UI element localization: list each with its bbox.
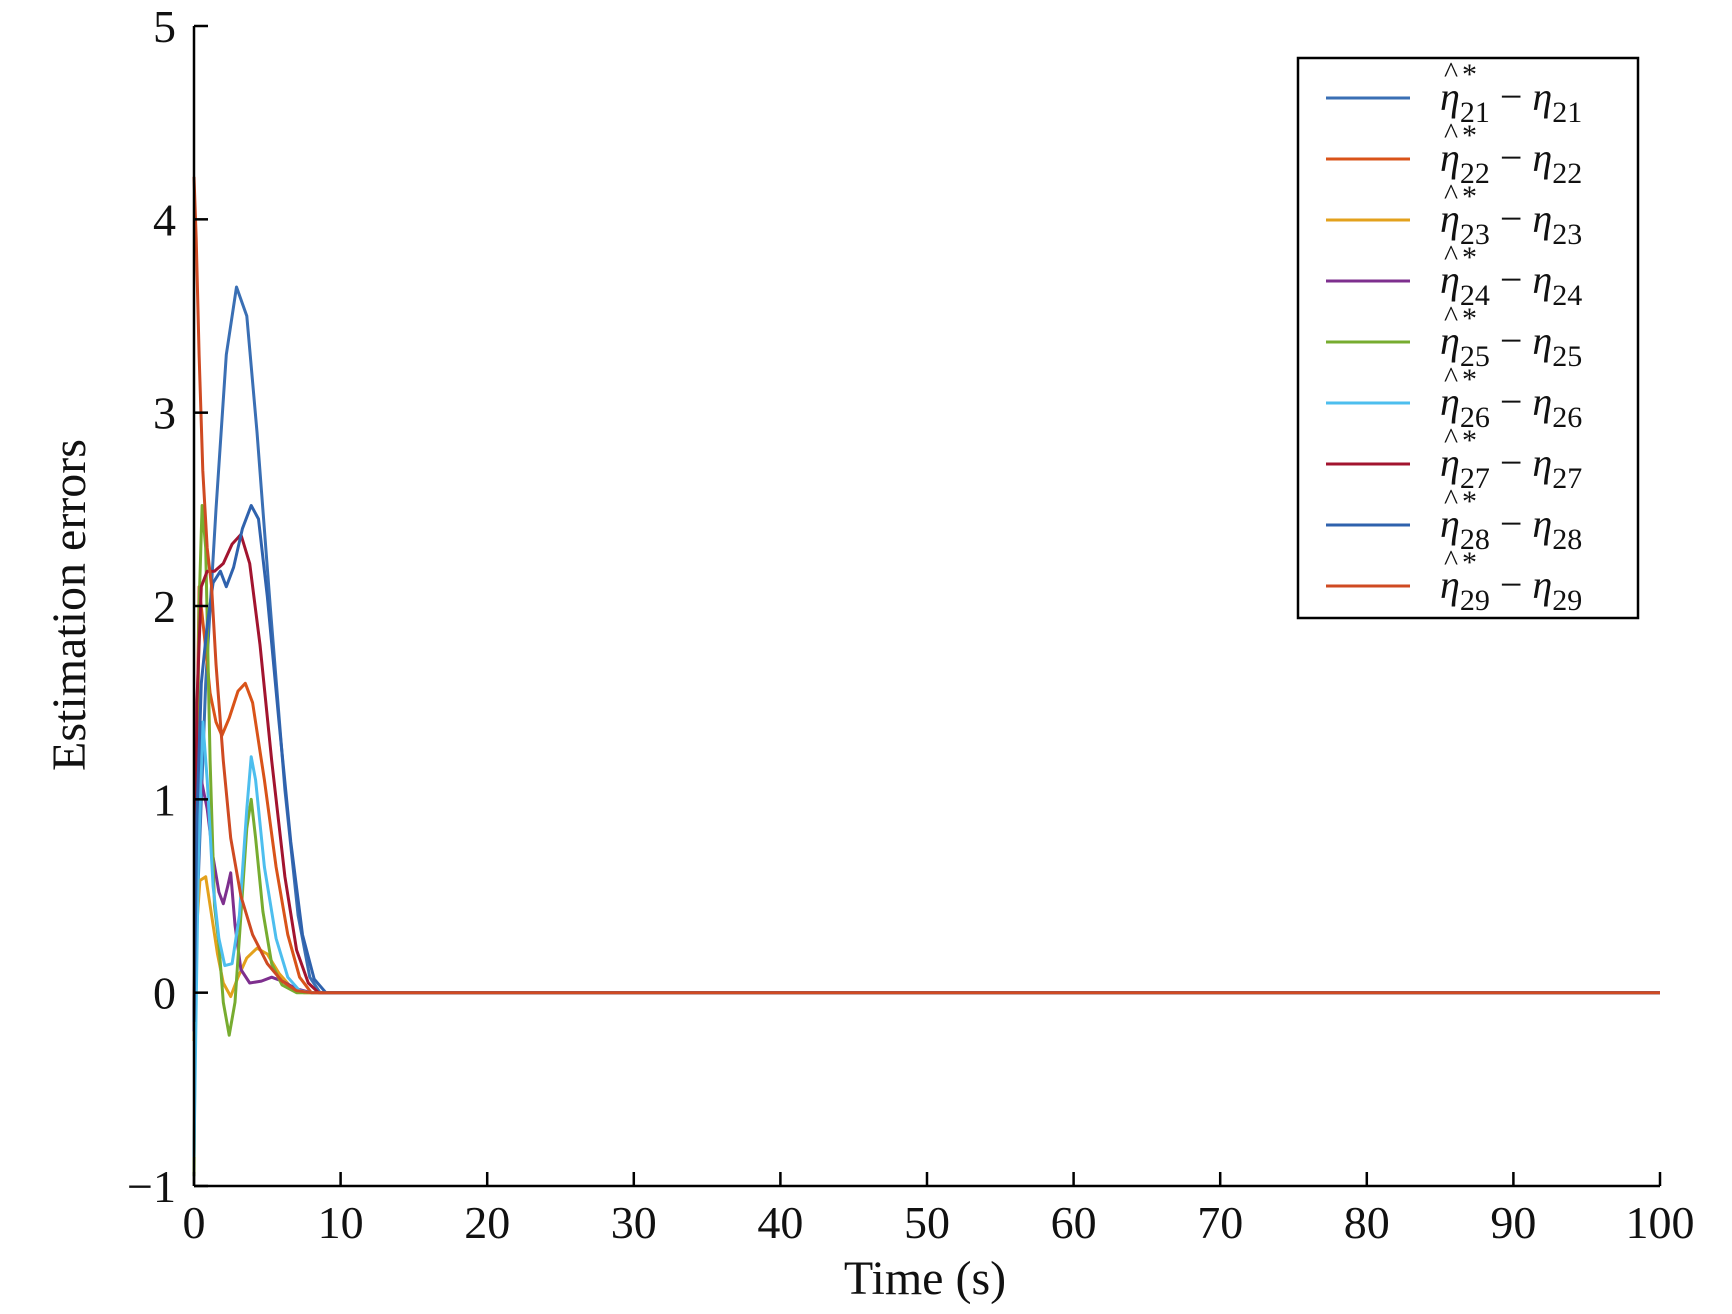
legend-item-26: η26 − η26^ * [1326, 361, 1582, 434]
star-superscript: * [1462, 485, 1477, 518]
legend-item-25: η25 − η25^ * [1326, 300, 1582, 373]
star-superscript: * [1462, 363, 1477, 396]
star-superscript: * [1462, 241, 1477, 274]
x-tick-label: 50 [904, 1197, 950, 1248]
star-superscript: * [1462, 58, 1477, 91]
x-tick-label: 20 [464, 1197, 510, 1248]
series-line-27 [192, 533, 1660, 1022]
y-tick-label: 5 [153, 1, 176, 52]
legend-item-21: η21 − η21^ * [1326, 56, 1582, 129]
star-superscript: * [1462, 119, 1477, 152]
y-tick-label: 0 [153, 968, 176, 1019]
legend-item-24: η24 − η24^ * [1326, 239, 1582, 312]
x-tick-label: 100 [1626, 1197, 1695, 1248]
x-tick-label: 80 [1344, 1197, 1390, 1248]
y-tick-label: 4 [153, 194, 176, 245]
legend-label: η22 − η22 [1440, 135, 1582, 190]
x-tick-label: 30 [611, 1197, 657, 1248]
legend-label: η23 − η23 [1440, 196, 1582, 251]
series-line-26 [192, 720, 1660, 1158]
x-tick-label: 40 [757, 1197, 803, 1248]
legend-label: η21 − η21 [1440, 74, 1582, 129]
hat-accent: ^ [1444, 422, 1458, 455]
x-tick-label: 70 [1197, 1197, 1243, 1248]
x-tick-label: 10 [318, 1197, 364, 1248]
hat-accent: ^ [1444, 239, 1458, 272]
star-superscript: * [1462, 546, 1477, 579]
legend-item-28: η28 − η28^ * [1326, 483, 1582, 556]
legend-label: η24 − η24 [1440, 257, 1582, 312]
legend-item-27: η27 − η27^ * [1326, 422, 1582, 495]
legend: η21 − η21^ *η22 − η22^ *η23 − η23^ *η24 − η… [1296, 56, 1640, 620]
y-tick-label: −1 [127, 1161, 176, 1212]
y-axis-label: Estimation errors [43, 439, 96, 771]
x-tick-label: 90 [1490, 1197, 1536, 1248]
y-tick-label: 3 [153, 388, 176, 439]
series-line-22 [192, 585, 1660, 1032]
x-tick-label: 0 [183, 1197, 206, 1248]
hat-accent: ^ [1444, 300, 1458, 333]
legend-item-22: η22 − η22^ * [1326, 117, 1582, 190]
hat-accent: ^ [1444, 544, 1458, 577]
hat-accent: ^ [1444, 483, 1458, 516]
hat-accent: ^ [1444, 117, 1458, 150]
legend-label: η27 − η27 [1440, 440, 1582, 495]
y-tick-label: 2 [153, 581, 176, 632]
x-tick-label: 60 [1051, 1197, 1097, 1248]
legend-item-29: η29 − η29^ * [1326, 544, 1582, 617]
series-line-23 [192, 875, 1660, 1042]
y-tick-label: 1 [153, 774, 176, 825]
star-superscript: * [1462, 424, 1477, 457]
legend-label: η29 − η29 [1440, 562, 1582, 617]
star-superscript: * [1462, 180, 1477, 213]
legend-label: η28 − η28 [1440, 501, 1582, 556]
hat-accent: ^ [1444, 56, 1458, 89]
series-line-25 [192, 504, 1660, 1177]
legend-label: η26 − η26 [1440, 379, 1582, 434]
series-line-28 [192, 504, 1660, 1022]
series-layer [192, 176, 1660, 1177]
hat-accent: ^ [1444, 178, 1458, 211]
legend-label: η25 − η25 [1440, 318, 1582, 373]
hat-accent: ^ [1444, 361, 1458, 394]
star-superscript: * [1462, 302, 1477, 335]
legend-item-23: η23 − η23^ * [1326, 178, 1582, 251]
x-axis-label: Time (s) [844, 1252, 1006, 1305]
